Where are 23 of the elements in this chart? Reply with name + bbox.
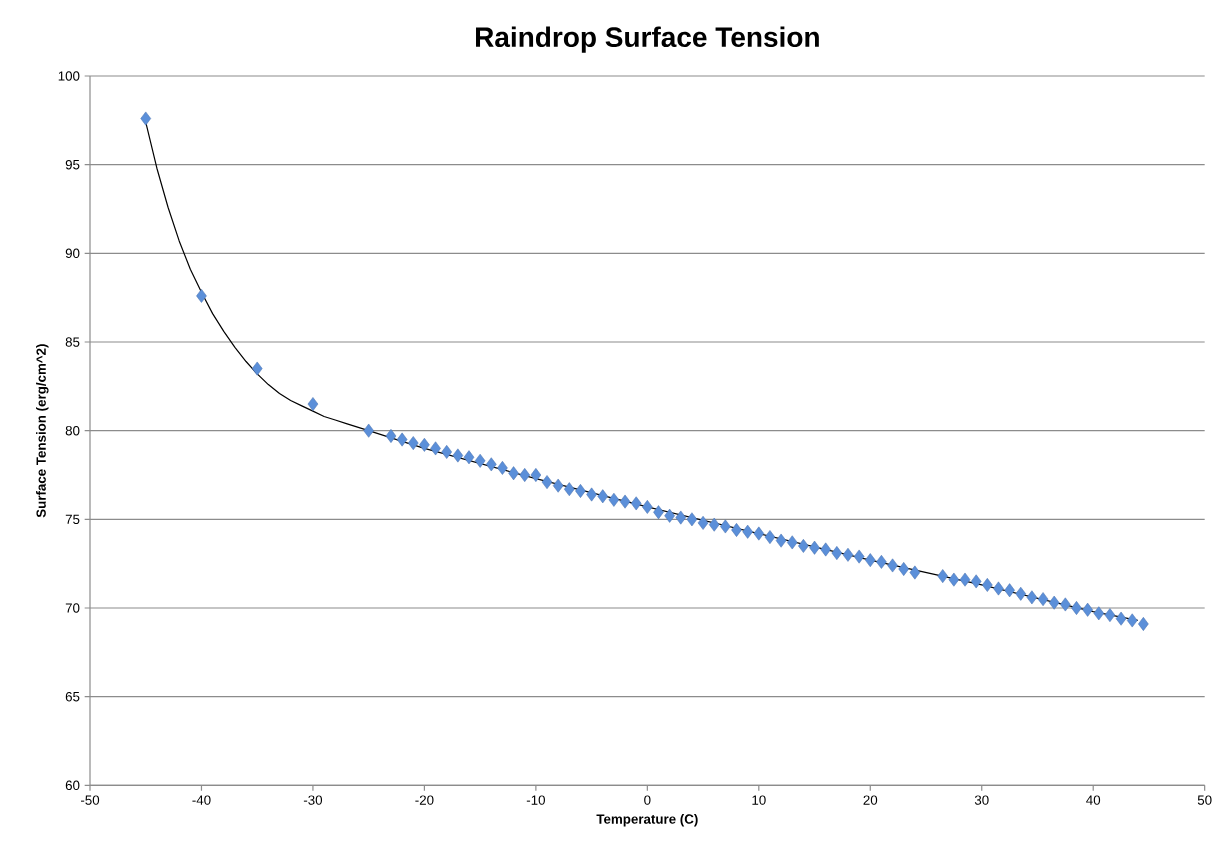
- x-axis-title: Temperature (C): [596, 813, 698, 827]
- y-tick-label: 60: [65, 780, 80, 791]
- x-tick-label: 10: [752, 795, 766, 805]
- x-tick-label: 50: [1197, 795, 1212, 805]
- y-tick-label: 100: [58, 71, 80, 81]
- x-tick-label: 0: [644, 795, 651, 805]
- y-tick-label: 90: [65, 248, 80, 259]
- x-tick-label: -20: [415, 795, 434, 805]
- chart-title: Raindrop Surface Tension: [476, 26, 819, 53]
- x-tick-label: -50: [80, 795, 100, 805]
- x-tick-label: 40: [1086, 795, 1101, 805]
- x-tick-label: -30: [303, 795, 323, 805]
- y-tick-label: 85: [65, 337, 80, 347]
- y-tick-label: 80: [65, 425, 80, 436]
- y-tick-label: 70: [65, 603, 80, 613]
- x-tick-label: 30: [974, 795, 989, 805]
- y-axis-title: Surface Tension (erg/cm^2): [36, 344, 49, 518]
- y-tick-label: 75: [65, 514, 80, 524]
- x-tick-label: -40: [192, 795, 211, 805]
- x-tick-label: -10: [526, 795, 545, 805]
- y-tick-label: 95: [65, 159, 80, 170]
- y-tick-label: 65: [65, 691, 80, 702]
- x-tick-label: 20: [863, 795, 878, 805]
